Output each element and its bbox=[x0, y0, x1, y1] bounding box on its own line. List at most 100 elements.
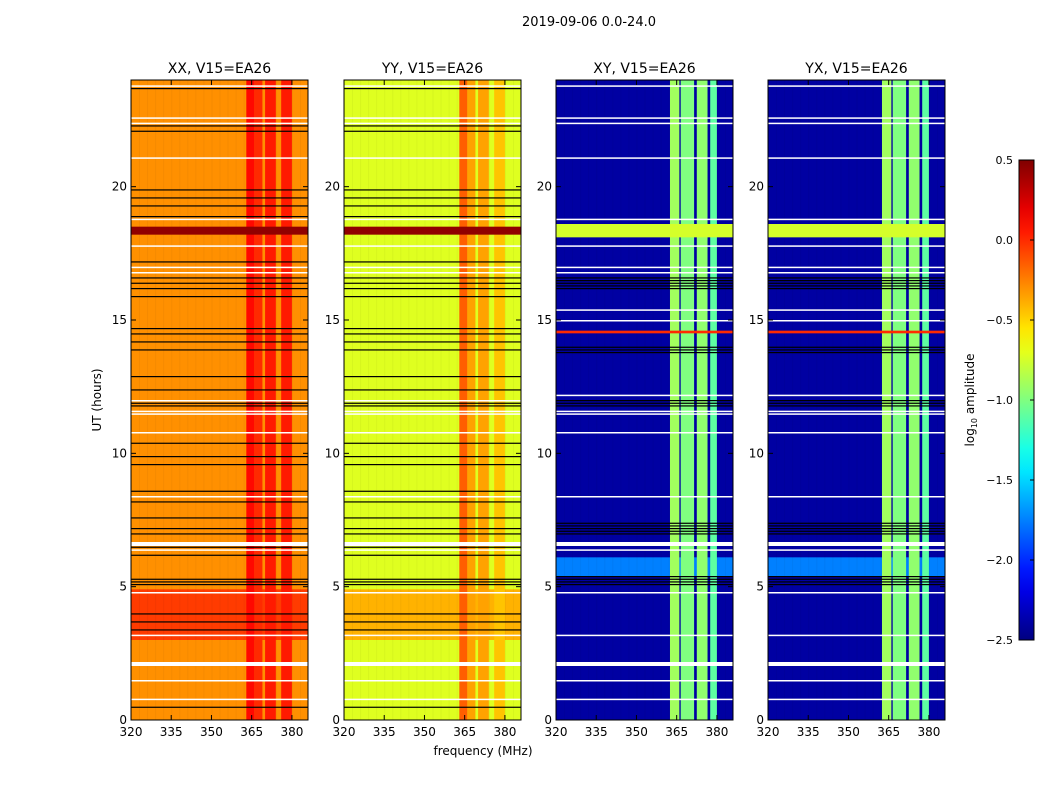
flagged-row-white bbox=[768, 117, 945, 119]
flagged-row-black bbox=[131, 341, 308, 343]
flagged-row-white bbox=[131, 432, 308, 434]
flagged-row-black bbox=[556, 576, 733, 578]
colorbar-tick-label: 0.0 bbox=[996, 234, 1014, 247]
flagged-row-white bbox=[556, 85, 733, 87]
flagged-row-black bbox=[131, 578, 308, 580]
flagged-row-black bbox=[131, 88, 308, 90]
flagged-row-white bbox=[131, 413, 308, 415]
flagged-row-black bbox=[768, 581, 945, 583]
flagged-row-black bbox=[768, 285, 945, 287]
flagged-row-black bbox=[556, 349, 733, 351]
y-tick-label: 5 bbox=[332, 580, 340, 594]
flagged-row-white bbox=[556, 413, 733, 415]
flagged-row-black bbox=[344, 554, 521, 556]
flagged-row-black bbox=[344, 216, 521, 218]
x-tick-label: 320 bbox=[333, 725, 356, 739]
flagged-row-black bbox=[344, 333, 521, 335]
flagged-row-black bbox=[344, 533, 521, 535]
flagged-row-black bbox=[344, 546, 521, 548]
flagged-row-black bbox=[131, 389, 308, 391]
flagged-row-black bbox=[344, 389, 521, 391]
flagged-row-black bbox=[131, 533, 308, 535]
flagged-row-black bbox=[344, 376, 521, 378]
flagged-row-black bbox=[344, 341, 521, 343]
flagged-row-black bbox=[556, 285, 733, 287]
panel-xy: XY, V15=EA26 320 335 350 365 380 0 5 10 15 20 bbox=[537, 61, 734, 739]
flagged-row-black bbox=[768, 349, 945, 351]
flagged-row-black bbox=[131, 197, 308, 199]
flagged-row-white bbox=[131, 400, 308, 402]
axes-frame bbox=[767, 79, 946, 721]
flagged-row-black bbox=[344, 517, 521, 519]
flagged-row-white bbox=[131, 542, 308, 546]
flagged-row-white bbox=[556, 266, 733, 269]
flagged-row-white bbox=[768, 413, 945, 415]
flagged-row-white bbox=[344, 680, 521, 682]
flagged-row-white bbox=[768, 698, 945, 701]
flagged-row-black bbox=[131, 189, 308, 191]
flagged-row-black bbox=[344, 288, 521, 290]
flagged-row-white bbox=[556, 698, 733, 701]
flagged-row-black bbox=[556, 346, 733, 348]
flagged-row-white bbox=[344, 122, 521, 125]
flagged-row-white bbox=[556, 662, 733, 666]
flagged-row-black bbox=[344, 349, 521, 351]
flagged-row-black bbox=[344, 584, 521, 586]
flagged-row-white bbox=[556, 218, 733, 221]
x-tick-label: 320 bbox=[545, 725, 568, 739]
x-tick-label: 365 bbox=[240, 725, 263, 739]
flagged-row-black bbox=[556, 533, 733, 535]
flagged-row-black bbox=[556, 578, 733, 580]
heatmap bbox=[131, 80, 308, 720]
flagged-row-black bbox=[556, 280, 733, 282]
flagged-row-white bbox=[344, 698, 521, 701]
flagged-row-white bbox=[344, 400, 521, 402]
y-tick-label: 20 bbox=[749, 180, 764, 194]
flagged-row-black bbox=[131, 405, 308, 407]
flagged-row-black bbox=[768, 280, 945, 282]
flagged-row-white bbox=[768, 496, 945, 498]
flagged-row-black bbox=[768, 288, 945, 290]
y-axis-label: UT (hours) bbox=[90, 368, 104, 431]
flagged-row-black bbox=[131, 706, 308, 708]
colorbar-tick-label: −2.5 bbox=[986, 634, 1013, 647]
flagged-row-white bbox=[344, 549, 521, 551]
flagged-row-black bbox=[344, 613, 521, 615]
flagged-row-black bbox=[556, 352, 733, 354]
flagged-row-black bbox=[131, 349, 308, 351]
flagged-row-black bbox=[344, 621, 521, 623]
flagged-row-black bbox=[344, 88, 521, 90]
heatmap-bright-row bbox=[556, 330, 733, 334]
x-tick-label: 335 bbox=[797, 725, 820, 739]
flagged-row-black bbox=[131, 613, 308, 615]
flagged-row-white bbox=[768, 266, 945, 269]
flagged-row-black bbox=[131, 402, 308, 404]
flagged-row-black bbox=[131, 277, 308, 279]
panel-xx: XX, V15=EA26 320 335 350 365 380 0 5 10 15 20 bbox=[112, 61, 309, 739]
flagged-row-white bbox=[556, 549, 733, 551]
flagged-row-white bbox=[556, 117, 733, 119]
colorbar-label-subscript: 10 bbox=[970, 418, 979, 428]
flagged-row-white bbox=[344, 432, 521, 434]
y-tick-label: 10 bbox=[749, 446, 764, 460]
heatmap-bright-row bbox=[556, 224, 733, 238]
y-tick-label: 20 bbox=[112, 180, 127, 194]
x-axis-label: frequency (MHz) bbox=[433, 744, 532, 758]
colorbar-tick-label: −1.0 bbox=[986, 394, 1013, 407]
heatmap-bright-row bbox=[131, 226, 308, 235]
flagged-row-white bbox=[131, 117, 308, 119]
heatmap bbox=[344, 80, 521, 720]
flagged-row-black bbox=[556, 581, 733, 583]
flagged-row-white bbox=[344, 245, 521, 247]
x-tick-label: 380 bbox=[493, 725, 516, 739]
x-tick-label: 350 bbox=[625, 725, 648, 739]
flagged-row-black bbox=[768, 576, 945, 578]
flagged-row-white bbox=[344, 218, 521, 221]
flagged-row-black bbox=[131, 376, 308, 378]
flagged-row-black bbox=[768, 525, 945, 527]
flagged-row-black bbox=[131, 333, 308, 335]
flagged-row-black bbox=[131, 216, 308, 218]
flagged-row-white bbox=[768, 320, 945, 322]
heatmap-bright-row bbox=[344, 226, 521, 235]
